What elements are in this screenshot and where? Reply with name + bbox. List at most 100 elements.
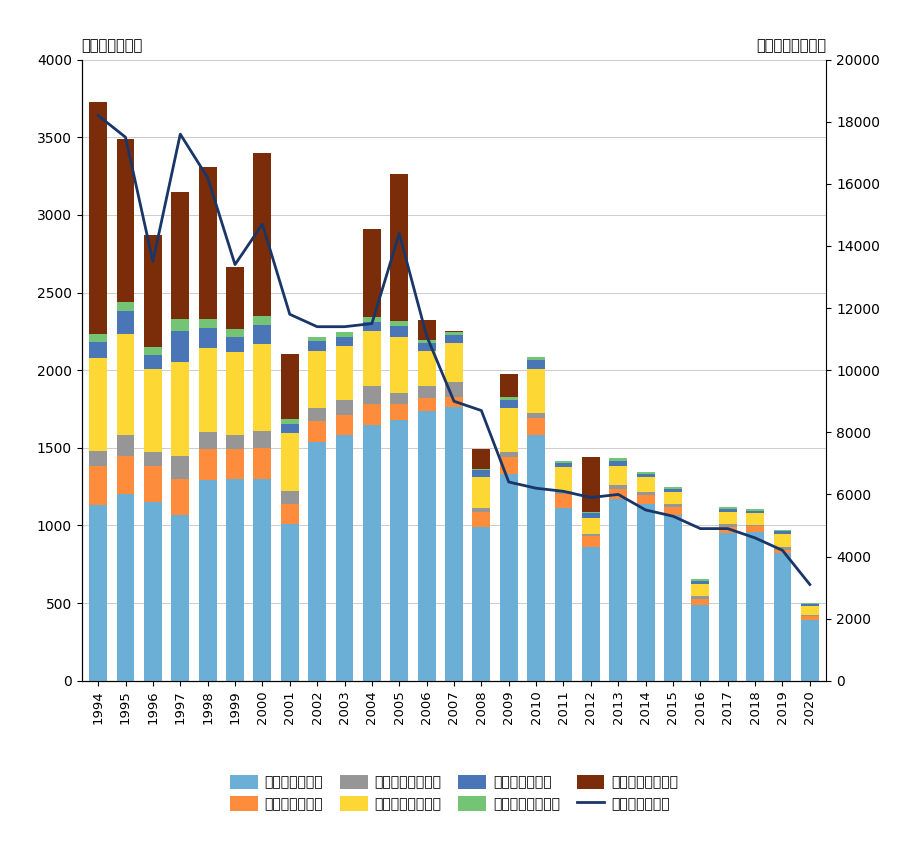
輸入額（右軸） — [640, 505, 651, 515]
Bar — [418, 320, 436, 340]
輸入額（右軸） — [503, 477, 514, 487]
Bar — [445, 408, 463, 681]
輸入額（右軸） — [367, 318, 378, 328]
Bar — [199, 481, 216, 681]
輸入額（右軸） — [175, 129, 186, 140]
Bar — [582, 534, 600, 536]
Bar — [308, 337, 326, 341]
Bar — [172, 479, 189, 515]
Bar — [472, 448, 490, 469]
Bar — [472, 469, 490, 471]
Bar — [746, 510, 764, 511]
Bar — [445, 343, 463, 382]
Bar — [418, 410, 436, 681]
Bar — [692, 580, 709, 581]
Bar — [363, 322, 380, 331]
Bar — [308, 442, 326, 681]
Bar — [89, 505, 107, 681]
輸入額（右軸） — [339, 322, 350, 332]
Legend: 輸入量（中国）, 輸入量（韓国）, 輸入量（トルコ）, 輸入量（カナダ）, 輸入量（米国）, 輸入量（その他）, 輸入量（北朗鮮）, 輸入額（右軸）: 輸入量（中国）, 輸入量（韓国）, 輸入量（トルコ）, 輸入量（カナダ）, 輸入… — [230, 774, 678, 811]
輸入額（右軸） — [421, 331, 432, 341]
Bar — [226, 267, 244, 329]
Bar — [144, 466, 162, 502]
Bar — [609, 499, 627, 681]
Bar — [719, 534, 736, 681]
輸入額（右軸） — [667, 511, 678, 522]
Bar — [281, 504, 299, 524]
Text: 輸入量（トン）: 輸入量（トン） — [82, 38, 143, 54]
Bar — [418, 386, 436, 398]
輸入額（右軸） — [230, 260, 241, 270]
輸入額（右軸） — [777, 545, 788, 556]
Bar — [116, 302, 134, 311]
Bar — [390, 404, 409, 420]
Bar — [199, 319, 216, 328]
Bar — [499, 374, 518, 397]
輸入額（右軸） — [93, 111, 104, 121]
Bar — [746, 526, 764, 532]
Bar — [226, 479, 244, 681]
Bar — [281, 524, 299, 681]
Bar — [199, 328, 216, 348]
Bar — [664, 507, 682, 515]
Bar — [116, 494, 134, 681]
Bar — [172, 455, 189, 479]
Bar — [719, 507, 736, 509]
Bar — [664, 492, 682, 504]
Bar — [746, 525, 764, 526]
Bar — [746, 511, 764, 512]
Bar — [363, 229, 380, 317]
輸入額（右軸） — [257, 219, 268, 229]
Bar — [172, 331, 189, 363]
輸入額（右軸） — [394, 228, 405, 238]
Bar — [528, 413, 545, 419]
Bar — [637, 504, 655, 681]
Bar — [801, 604, 819, 606]
Bar — [308, 421, 326, 442]
輸入額（右軸） — [311, 322, 322, 332]
Bar — [418, 343, 436, 351]
Bar — [499, 401, 518, 408]
Bar — [253, 316, 271, 325]
Bar — [499, 452, 518, 457]
Bar — [390, 322, 409, 326]
Bar — [226, 337, 244, 352]
Bar — [609, 489, 627, 499]
Bar — [253, 479, 271, 681]
Bar — [144, 347, 162, 355]
Bar — [555, 490, 572, 494]
Bar — [363, 386, 380, 404]
Bar — [609, 466, 627, 485]
Bar — [692, 605, 709, 681]
Bar — [89, 334, 107, 342]
Bar — [692, 599, 709, 605]
Bar — [801, 616, 819, 620]
Bar — [390, 174, 409, 322]
Bar — [253, 152, 271, 316]
Bar — [363, 331, 380, 386]
Bar — [89, 357, 107, 451]
Bar — [472, 511, 490, 527]
Bar — [144, 502, 162, 681]
Bar — [418, 351, 436, 386]
Bar — [116, 436, 134, 455]
輸入額（右軸） — [202, 173, 213, 183]
輸入額（右軸） — [558, 486, 569, 496]
Bar — [528, 369, 545, 413]
Bar — [637, 477, 655, 493]
Bar — [692, 584, 709, 597]
Bar — [445, 335, 463, 343]
Bar — [582, 511, 600, 513]
Bar — [172, 515, 189, 681]
Bar — [719, 509, 736, 511]
Bar — [281, 433, 299, 490]
Bar — [308, 341, 326, 351]
Bar — [363, 425, 380, 681]
Bar — [144, 453, 162, 466]
輸入額（右軸） — [613, 489, 624, 500]
輸入額（右軸） — [147, 256, 158, 266]
Bar — [390, 392, 409, 404]
Bar — [445, 330, 463, 332]
Bar — [582, 513, 600, 518]
Bar — [582, 518, 600, 534]
